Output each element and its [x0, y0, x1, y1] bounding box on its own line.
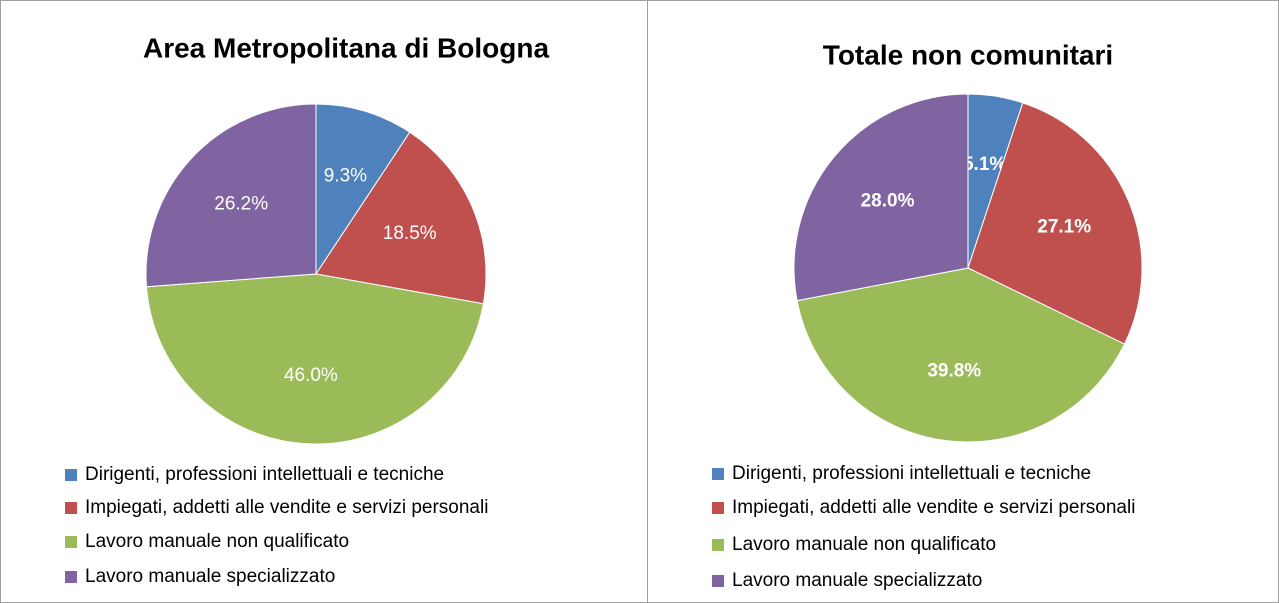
pie-slice [796, 267, 1126, 443]
legend-swatch [65, 536, 77, 548]
pie-slice [793, 93, 969, 302]
data-label: 26.2% [214, 194, 268, 215]
legend-swatch [65, 502, 77, 514]
data-label: 28.0% [861, 190, 915, 211]
legend-swatch [712, 502, 724, 514]
pie-slice [967, 102, 1143, 345]
legend-swatch [712, 575, 724, 587]
legend-label: Dirigenti, professioni intellettuali e t… [85, 464, 444, 485]
legend-label: Dirigenti, professioni intellettuali e t… [732, 463, 1091, 484]
pie-slice [315, 103, 411, 276]
pie-slice [315, 131, 487, 305]
data-label: 18.5% [383, 223, 437, 244]
legend-label: Lavoro manuale non qualificato [732, 534, 996, 555]
pie-slice [145, 103, 317, 288]
legend-label: Lavoro manuale specializzato [732, 570, 982, 591]
legend-label: Impiegati, addetti alle vendite e serviz… [85, 497, 488, 518]
chart-title: Area Metropolitana di Bologna [143, 32, 549, 63]
data-label: 9.3% [324, 165, 367, 186]
data-label: 39.8% [927, 361, 981, 382]
legend-swatch [65, 469, 77, 481]
legend-label: Lavoro manuale non qualificato [85, 531, 349, 552]
data-label: 5.1% [963, 154, 1006, 175]
legend-label: Lavoro manuale specializzato [85, 566, 335, 587]
pie-slice [145, 273, 484, 445]
legend-label: Impiegati, addetti alle vendite e serviz… [732, 497, 1135, 518]
data-label: 46.0% [284, 365, 338, 386]
chart-title: Totale non comunitari [823, 39, 1113, 70]
data-label: 27.1% [1037, 216, 1091, 237]
legend-swatch [712, 539, 724, 551]
legend-swatch [65, 571, 77, 583]
legend-swatch [712, 468, 724, 480]
